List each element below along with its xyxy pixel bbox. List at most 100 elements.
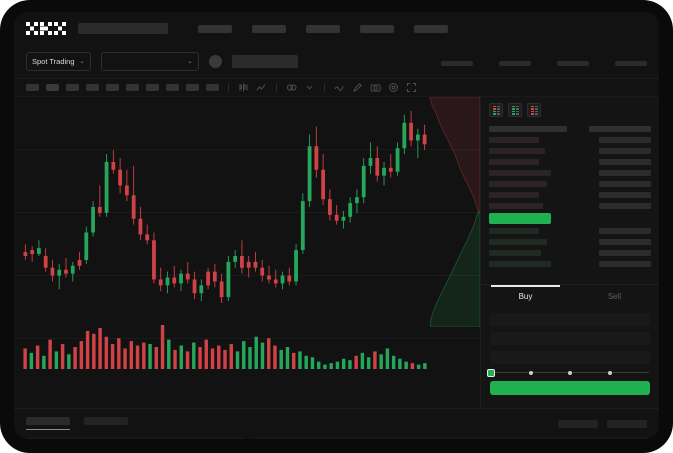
ask-size bbox=[489, 136, 539, 143]
ticker-stat-2-value bbox=[499, 60, 531, 66]
volume-series bbox=[23, 325, 427, 369]
ask-price bbox=[599, 202, 651, 209]
candlestick-series bbox=[23, 111, 427, 303]
amount-slider-track[interactable] bbox=[487, 368, 649, 377]
orderbook-ask-row[interactable] bbox=[489, 178, 651, 189]
orderbook-bid-row[interactable] bbox=[489, 225, 651, 236]
orderbook-bid-row[interactable] bbox=[489, 236, 651, 247]
timeframe-4[interactable] bbox=[86, 84, 99, 91]
orderbook-mode-asks-icon[interactable] bbox=[527, 103, 541, 117]
bid-size bbox=[489, 227, 539, 234]
timeframe-9[interactable] bbox=[186, 84, 199, 91]
line-tool-icon[interactable] bbox=[334, 82, 345, 93]
price-chart-pane[interactable] bbox=[14, 97, 480, 408]
ask-price bbox=[599, 147, 651, 154]
slider-handle[interactable] bbox=[487, 368, 495, 377]
ticker-stat-1-value bbox=[441, 60, 473, 66]
chart-settings-icon[interactable] bbox=[388, 82, 399, 93]
bottom-row-block-b bbox=[254, 437, 647, 439]
market-depth-overlay bbox=[430, 97, 480, 327]
place-buy-order-button[interactable] bbox=[490, 381, 650, 395]
chart-gridline bbox=[14, 275, 480, 276]
draw-pencil-icon[interactable] bbox=[352, 82, 363, 93]
orderbook-ask-row[interactable] bbox=[489, 200, 651, 211]
timeframe-2[interactable] bbox=[46, 84, 59, 91]
ticker-stat-4 bbox=[615, 58, 647, 66]
header-search-input[interactable] bbox=[78, 23, 168, 34]
tab-buy[interactable]: Buy bbox=[481, 285, 570, 307]
timeframe-8[interactable] bbox=[166, 84, 179, 91]
pair-title bbox=[231, 55, 298, 68]
orderbook-ask-row[interactable] bbox=[489, 167, 651, 178]
candlestick-chart-type-icon[interactable] bbox=[238, 82, 249, 93]
amount-slider[interactable] bbox=[481, 368, 659, 379]
ask-price bbox=[599, 180, 651, 187]
orderbook-bid-row[interactable] bbox=[489, 247, 651, 258]
ticker-stat-3-value bbox=[557, 60, 589, 66]
orderbook[interactable] bbox=[481, 121, 659, 284]
orders-panel-actions bbox=[558, 419, 647, 428]
chart-gridline bbox=[14, 338, 480, 339]
indicators-icon[interactable] bbox=[256, 82, 267, 93]
order-price-field[interactable] bbox=[490, 313, 650, 326]
ticker-stat-3 bbox=[557, 58, 589, 66]
tab-buy-label: Buy bbox=[518, 291, 533, 301]
slider-stop-50[interactable] bbox=[568, 370, 572, 375]
tab-open-orders[interactable] bbox=[26, 417, 70, 430]
market-type-select[interactable]: Spot Trading ⌄ bbox=[26, 52, 91, 71]
bid-price bbox=[599, 260, 651, 267]
bottom-action-2[interactable] bbox=[607, 419, 647, 428]
orderbook-header-left bbox=[489, 125, 567, 132]
orderbook-ask-row[interactable] bbox=[489, 145, 651, 156]
chart-gridline bbox=[14, 149, 480, 150]
ask-size bbox=[489, 169, 551, 176]
bottom-row-block-a bbox=[26, 437, 244, 439]
buy-sell-tabs: Buy Sell bbox=[481, 285, 659, 307]
okx-logo[interactable] bbox=[26, 22, 66, 35]
orderbook-last-price-row bbox=[489, 211, 651, 225]
orderbook-ask-row[interactable] bbox=[489, 156, 651, 167]
orderbook-and-trade-column: Buy Sell bbox=[480, 97, 659, 408]
orderbook-ask-row[interactable] bbox=[489, 134, 651, 145]
timeframe-7[interactable] bbox=[146, 84, 159, 91]
bid-size bbox=[489, 249, 541, 256]
tab-sell[interactable]: Sell bbox=[570, 285, 659, 307]
slider-stop-25[interactable] bbox=[528, 370, 533, 375]
nav-item-3[interactable] bbox=[306, 24, 340, 33]
orderbook-mode-bids-icon[interactable] bbox=[508, 103, 522, 117]
nav-item-4[interactable] bbox=[360, 24, 394, 33]
ticker-stat-1 bbox=[441, 58, 473, 66]
tab-order-history[interactable] bbox=[84, 417, 128, 430]
order-amount-field[interactable] bbox=[490, 332, 650, 345]
orderbook-bid-row[interactable] bbox=[489, 258, 651, 269]
timeframe-1[interactable] bbox=[26, 84, 39, 91]
ticker-stats bbox=[441, 58, 647, 66]
chart-style-icon[interactable] bbox=[304, 82, 315, 93]
timeframe-3[interactable] bbox=[66, 84, 79, 91]
nav-item-2[interactable] bbox=[252, 24, 286, 33]
ask-size bbox=[489, 191, 539, 198]
order-total-field[interactable] bbox=[490, 351, 650, 364]
nav-item-1[interactable] bbox=[198, 24, 232, 33]
app-screen: Spot Trading ⌄ ⌄ bbox=[14, 12, 659, 439]
bid-price bbox=[599, 249, 651, 256]
toolbar-divider bbox=[276, 83, 277, 92]
orderbook-ask-row[interactable] bbox=[489, 189, 651, 200]
compare-icon[interactable] bbox=[286, 82, 297, 93]
chart-gridline bbox=[14, 212, 480, 213]
orderbook-mode-both-icon[interactable] bbox=[489, 103, 503, 117]
fullscreen-icon[interactable] bbox=[406, 82, 417, 93]
submit-order-wrap bbox=[481, 379, 659, 408]
timeframe-10[interactable] bbox=[206, 84, 219, 91]
timeframe-6[interactable] bbox=[126, 84, 139, 91]
nav-item-5[interactable] bbox=[414, 24, 448, 33]
pair-select[interactable]: ⌄ bbox=[100, 52, 199, 71]
camera-snapshot-icon[interactable] bbox=[370, 82, 381, 93]
coin-avatar-icon bbox=[208, 55, 222, 68]
ask-size bbox=[489, 147, 545, 154]
timeframe-5[interactable] bbox=[106, 84, 119, 91]
slider-stop-75[interactable] bbox=[607, 370, 612, 375]
bottom-action-1[interactable] bbox=[558, 419, 598, 428]
ask-size bbox=[489, 158, 539, 165]
